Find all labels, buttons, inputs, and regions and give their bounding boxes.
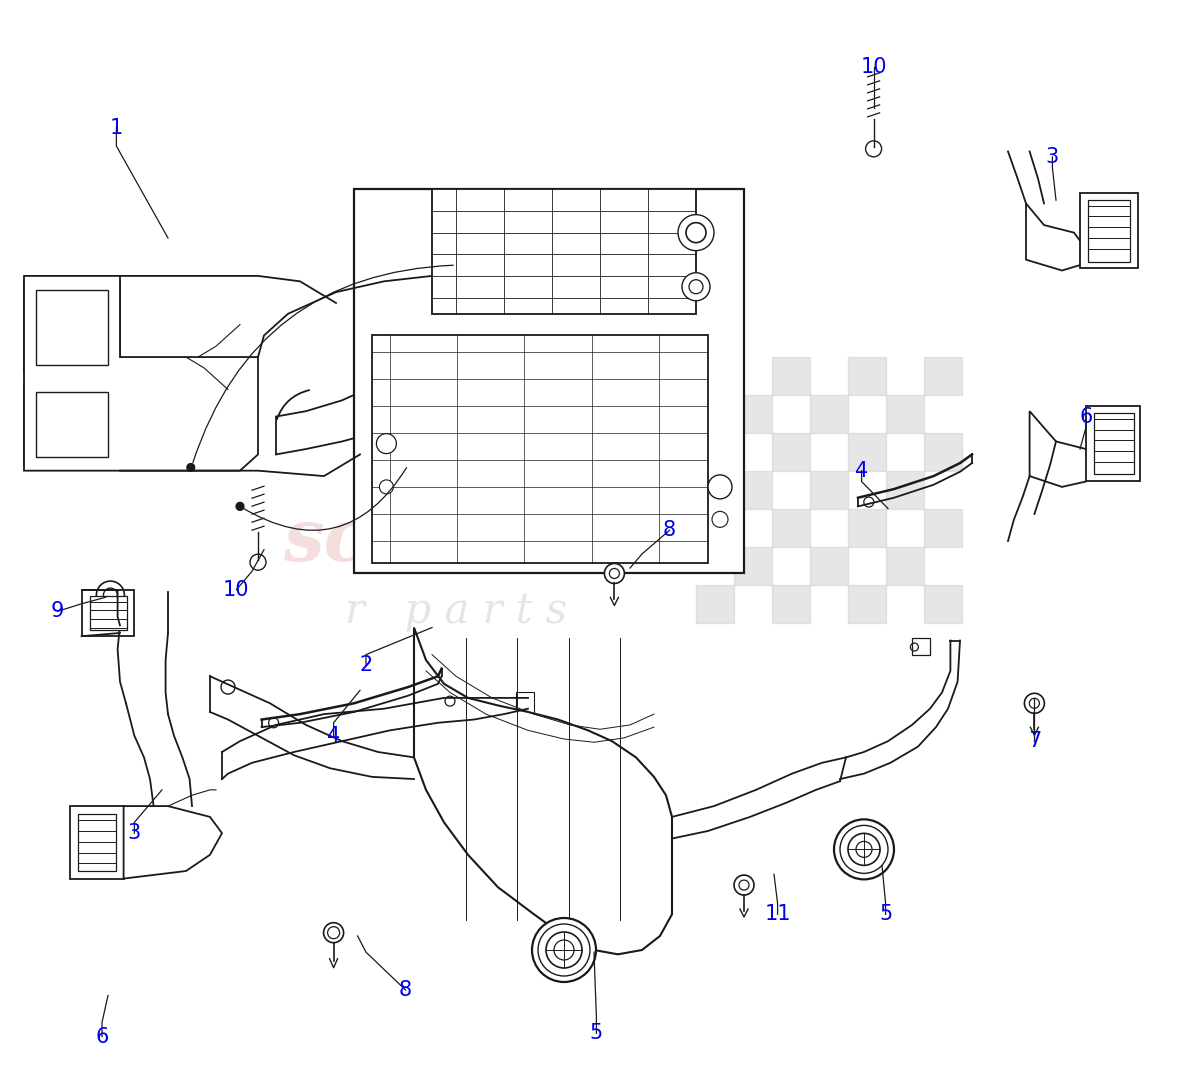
Bar	[886, 471, 924, 509]
Polygon shape	[1080, 193, 1138, 268]
Polygon shape	[70, 806, 124, 879]
Circle shape	[554, 940, 574, 960]
Circle shape	[546, 932, 582, 968]
Circle shape	[840, 826, 888, 873]
Text: 8: 8	[664, 520, 676, 540]
Circle shape	[1025, 694, 1044, 713]
Bar	[734, 471, 772, 509]
Polygon shape	[82, 590, 134, 636]
Polygon shape	[414, 628, 672, 954]
Polygon shape	[1094, 413, 1134, 474]
Circle shape	[734, 875, 754, 895]
Polygon shape	[354, 189, 744, 573]
Circle shape	[686, 223, 706, 242]
Circle shape	[532, 918, 596, 982]
Bar	[924, 433, 962, 471]
Polygon shape	[1030, 411, 1098, 487]
Text: 11: 11	[764, 905, 791, 924]
Circle shape	[834, 819, 894, 880]
Bar	[772, 509, 810, 547]
Bar	[772, 585, 810, 623]
Bar	[696, 433, 734, 471]
Text: 10: 10	[223, 580, 250, 599]
Circle shape	[605, 564, 624, 583]
Polygon shape	[432, 189, 696, 314]
Bar	[810, 471, 848, 509]
Circle shape	[187, 463, 194, 472]
Text: 1: 1	[109, 118, 124, 137]
Text: 6: 6	[1079, 407, 1093, 426]
Text: 3: 3	[1045, 147, 1060, 167]
Bar	[848, 509, 886, 547]
Circle shape	[1030, 698, 1039, 709]
Bar	[924, 357, 962, 395]
Bar	[696, 509, 734, 547]
Bar	[886, 395, 924, 433]
Text: 4: 4	[854, 461, 869, 480]
Text: 5: 5	[878, 905, 893, 924]
Text: 10: 10	[860, 57, 887, 77]
Polygon shape	[124, 806, 222, 879]
Polygon shape	[912, 638, 930, 655]
Circle shape	[678, 214, 714, 251]
Bar	[810, 395, 848, 433]
Bar	[924, 585, 962, 623]
Text: 7: 7	[1027, 731, 1042, 751]
Bar	[810, 547, 848, 585]
Bar	[924, 509, 962, 547]
Polygon shape	[1088, 200, 1130, 262]
Bar	[734, 547, 772, 585]
Text: 8: 8	[400, 980, 412, 1000]
Polygon shape	[24, 276, 258, 471]
Bar	[848, 433, 886, 471]
Circle shape	[682, 273, 710, 301]
Circle shape	[708, 475, 732, 499]
Polygon shape	[516, 692, 534, 714]
Circle shape	[538, 924, 590, 976]
Bar	[772, 357, 810, 395]
Polygon shape	[24, 281, 120, 373]
Polygon shape	[36, 392, 108, 457]
Polygon shape	[78, 814, 116, 871]
Text: 5: 5	[589, 1024, 604, 1043]
Polygon shape	[1026, 203, 1086, 270]
Circle shape	[610, 568, 619, 579]
Bar	[772, 433, 810, 471]
Text: 2: 2	[359, 656, 373, 675]
Text: r   p a r t s: r p a r t s	[344, 591, 568, 632]
Bar	[696, 585, 734, 623]
Bar	[734, 395, 772, 433]
Text: 6: 6	[95, 1027, 109, 1046]
Polygon shape	[90, 596, 127, 630]
Circle shape	[739, 880, 749, 890]
Circle shape	[377, 434, 396, 453]
Bar	[848, 585, 886, 623]
Text: 3: 3	[127, 823, 142, 843]
Bar	[848, 357, 886, 395]
Bar	[886, 547, 924, 585]
Polygon shape	[372, 335, 708, 563]
Text: scuderia: scuderia	[283, 505, 629, 577]
Circle shape	[848, 833, 880, 866]
Bar	[696, 357, 734, 395]
Circle shape	[689, 280, 703, 293]
Polygon shape	[36, 290, 108, 365]
Circle shape	[856, 842, 872, 857]
Text: 9: 9	[50, 602, 65, 621]
Circle shape	[236, 502, 244, 511]
Circle shape	[379, 480, 394, 493]
Circle shape	[712, 512, 728, 527]
Polygon shape	[1086, 406, 1140, 481]
Circle shape	[324, 923, 343, 942]
Polygon shape	[24, 384, 120, 465]
Text: 4: 4	[326, 726, 341, 745]
Circle shape	[328, 926, 340, 939]
